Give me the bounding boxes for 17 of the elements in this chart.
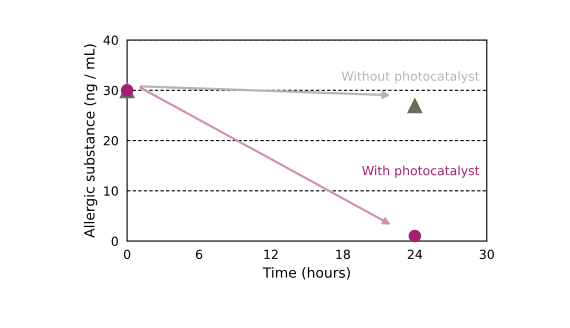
y-tick-label: 40 (103, 35, 118, 45)
y-axis-title: Allergic substance (ng / mL) (84, 44, 98, 238)
point (408, 230, 422, 242)
x-axis-title: Time (hours) (262, 267, 350, 280)
series-label: Without photocatalyst (342, 71, 480, 84)
y-tick-label: 10 (104, 186, 118, 196)
x-tick-label: 12 (264, 250, 278, 259)
point (406, 97, 423, 114)
text: With photocatalyst (362, 166, 480, 178)
x-tick-label: 18 (336, 250, 350, 260)
y-tick-label: 20 (104, 136, 118, 146)
x-tick-label: 24 (408, 250, 422, 259)
x-tick-label: 6 (196, 250, 202, 260)
x-tick-label: 30 (480, 250, 494, 260)
x-tick-label: 0 (124, 250, 130, 260)
y-tick-label: 30 (104, 86, 118, 96)
y-tick-label: 0 (112, 236, 118, 246)
